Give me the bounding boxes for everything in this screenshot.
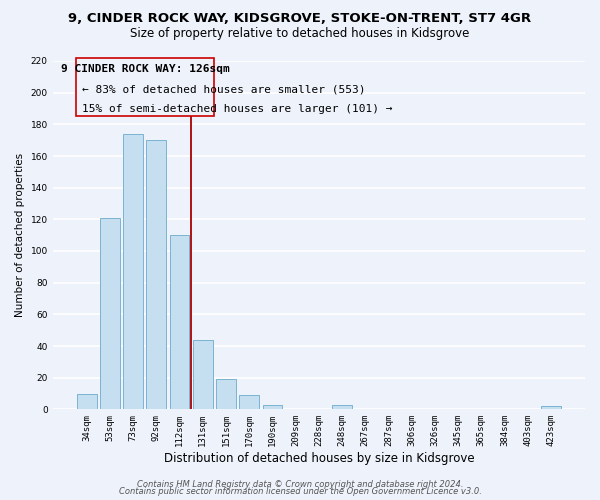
Y-axis label: Number of detached properties: Number of detached properties [15, 153, 25, 317]
Text: 9 CINDER ROCK WAY: 126sqm: 9 CINDER ROCK WAY: 126sqm [61, 64, 230, 74]
X-axis label: Distribution of detached houses by size in Kidsgrove: Distribution of detached houses by size … [164, 452, 474, 465]
Bar [216, 379, 236, 410]
Text: Contains HM Land Registry data © Crown copyright and database right 2024.: Contains HM Land Registry data © Crown c… [137, 480, 463, 489]
Bar [77, 394, 97, 409]
Text: Contains public sector information licensed under the Open Government Licence v3: Contains public sector information licen… [119, 487, 481, 496]
FancyBboxPatch shape [76, 58, 214, 116]
Bar [541, 406, 561, 409]
Bar [239, 395, 259, 409]
Bar [100, 218, 120, 410]
Text: 15% of semi-detached houses are larger (101) →: 15% of semi-detached houses are larger (… [82, 104, 392, 114]
Text: Size of property relative to detached houses in Kidsgrove: Size of property relative to detached ho… [130, 28, 470, 40]
Bar [146, 140, 166, 409]
Bar [332, 404, 352, 409]
Text: 9, CINDER ROCK WAY, KIDSGROVE, STOKE-ON-TRENT, ST7 4GR: 9, CINDER ROCK WAY, KIDSGROVE, STOKE-ON-… [68, 12, 532, 26]
Bar [193, 340, 212, 409]
Text: ← 83% of detached houses are smaller (553): ← 83% of detached houses are smaller (55… [82, 84, 365, 95]
Bar [170, 235, 190, 410]
Bar [123, 134, 143, 409]
Bar [263, 404, 282, 409]
